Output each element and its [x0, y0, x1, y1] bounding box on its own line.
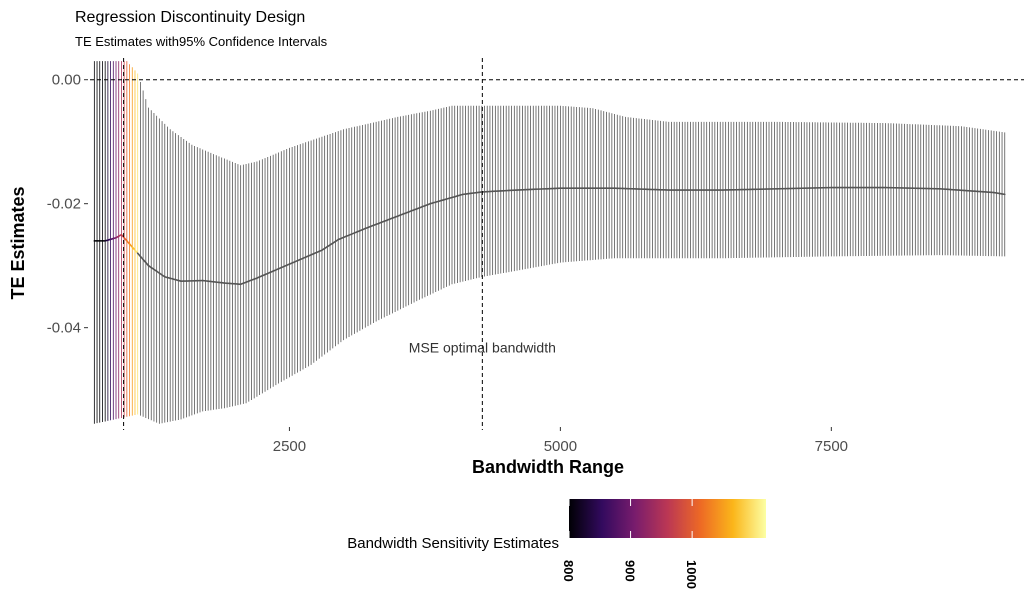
y-tick-label: -0.04 — [47, 320, 81, 337]
chart-subtitle: TE Estimates with95% Confidence Interval… — [75, 34, 328, 49]
confidence-interval-bars — [93, 61, 1006, 424]
legend-tick-label: 900 — [623, 560, 638, 582]
legend-ticks: 800 900 1000 — [561, 499, 699, 589]
estimate-line — [93, 186, 1006, 286]
x-tick-label: 7500 — [815, 438, 848, 455]
legend-tick-label: 800 — [561, 560, 576, 582]
x-axis-ticks: 2500 5000 7500 — [273, 427, 848, 455]
x-tick-label: 2500 — [273, 438, 306, 455]
legend-colorbar — [569, 499, 766, 538]
y-axis-ticks: 0.00 -0.02 -0.04 — [47, 72, 88, 337]
x-tick-label: 5000 — [544, 438, 577, 455]
y-tick-label: -0.02 — [47, 196, 81, 213]
legend-tick-label: 1000 — [684, 560, 699, 589]
y-axis-title: TE Estimates — [8, 186, 28, 299]
mse-optimal-bandwidth-label: MSE optimal bandwidth — [409, 340, 556, 356]
bandwidth-reference-lines — [123, 58, 483, 430]
chart-title: Regression Discontinuity Design — [75, 9, 305, 26]
x-axis-title: Bandwidth Range — [472, 457, 624, 477]
y-tick-label: 0.00 — [52, 72, 81, 89]
legend-title: Bandwidth Sensitivity Estimates — [347, 535, 559, 552]
